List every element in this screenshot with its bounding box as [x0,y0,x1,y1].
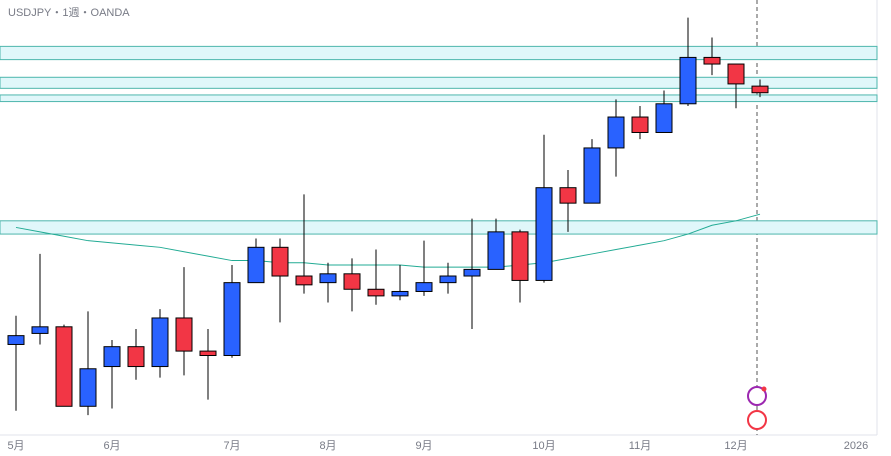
candle [751,79,769,98]
candle-body [295,275,313,286]
candle-body [559,187,577,204]
zone [0,94,878,103]
candle-body [391,290,409,297]
candle-body [151,317,169,368]
x-tick-label: 6月 [103,440,120,452]
candle-body [631,116,649,133]
candle [679,17,697,106]
candle [511,229,529,303]
candle [583,139,601,204]
candle [535,134,553,283]
candle [703,37,721,76]
candle-body [55,326,73,407]
candle [343,258,361,312]
zone [0,45,878,61]
candle-body [103,346,121,368]
candle-body [127,346,145,368]
candle [7,315,25,411]
candle [199,329,217,400]
candle-body [271,246,289,277]
candle-body [703,56,721,65]
candle [559,170,577,232]
candle-body [463,268,481,277]
candle [727,63,745,109]
x-tick-label: 12月 [724,440,747,452]
candle-body [655,103,673,133]
candle-body [79,368,97,407]
candle [367,249,385,305]
candle [607,99,625,177]
candle [223,264,241,358]
candle-body [31,326,49,334]
candle [463,218,481,330]
candle [79,311,97,416]
x-tick-label: 2026 [844,440,868,452]
candle [31,253,49,345]
moving-average [15,213,761,268]
chart-title: USDJPY・1週・OANDA [8,6,130,19]
candle [439,262,457,294]
candle [319,262,337,303]
x-tick-label: 5月 [7,440,24,452]
candle-body [607,116,625,149]
x-tick-label: 8月 [319,440,336,452]
candle-body [583,147,601,204]
event-dot [761,386,767,392]
candle-body [199,350,217,357]
candle-body [511,231,529,281]
candle-body [415,282,433,292]
candle [655,90,673,133]
candle-body [751,85,769,94]
x-tick-label: 10月 [532,440,555,452]
candle-body [679,56,697,105]
x-tick-label: 11月 [629,440,651,452]
candle [631,105,649,140]
candle [103,340,121,409]
event-icons[interactable] [747,386,767,430]
candle [415,240,433,296]
candle-body [7,335,25,345]
candle-body [223,282,241,357]
zone [0,220,878,235]
candle [295,194,313,294]
candle [175,267,193,376]
zone [0,76,878,89]
x-tick-label: 7月 [223,440,240,452]
event-icon[interactable] [747,386,767,406]
candle [487,218,505,270]
candle-body [727,63,745,85]
event-icon[interactable] [747,410,767,430]
candle [271,238,289,323]
candle [391,264,409,301]
candle-body [487,231,505,270]
candle-body [247,246,265,284]
candle [55,324,73,407]
candle-body [319,273,337,284]
candle-body [535,187,553,281]
candle [127,329,145,380]
candle [151,309,169,378]
candle-body [343,273,361,290]
candle [247,238,265,284]
candle-body [367,288,385,297]
candle-body [175,317,193,352]
candle-body [439,275,457,284]
x-tick-label: 9月 [415,440,432,452]
